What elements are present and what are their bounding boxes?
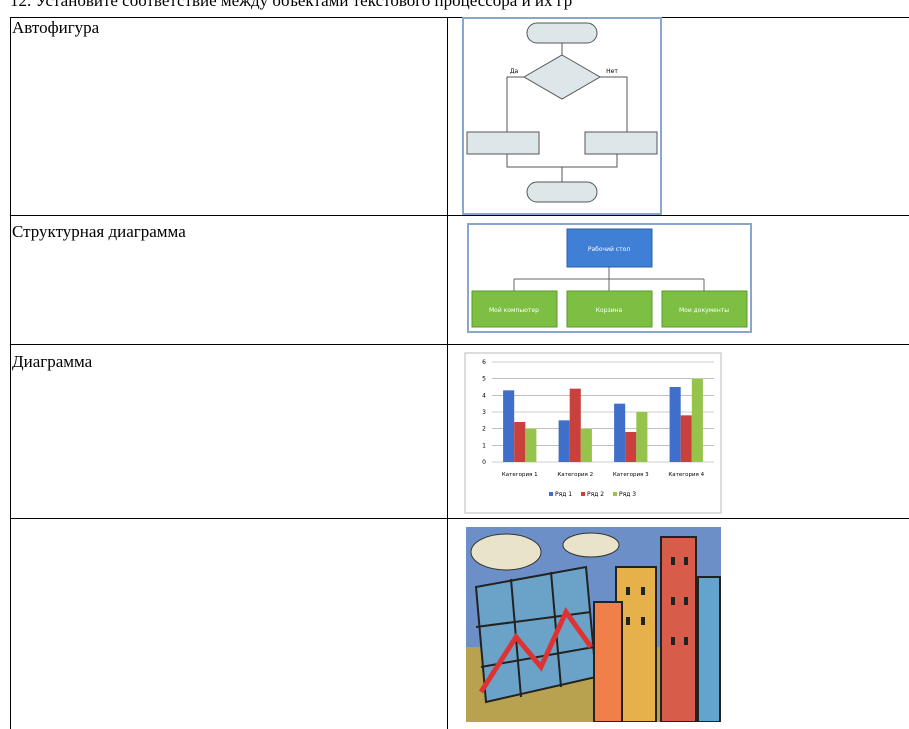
painting (466, 527, 721, 722)
shape (671, 597, 675, 605)
shape (660, 536, 697, 722)
bar (636, 412, 648, 462)
y-tick-label: 6 (482, 359, 486, 366)
y-tick-label: 0 (482, 459, 486, 466)
bar (669, 387, 681, 462)
bar (580, 428, 592, 462)
x-tick-label: Категория 1 (502, 472, 538, 478)
bar (680, 415, 692, 462)
bar (514, 422, 526, 462)
shape (526, 181, 598, 203)
y-tick-label: 1 (482, 442, 486, 449)
row-border (10, 215, 909, 216)
shape (506, 43, 628, 182)
shape (466, 22, 658, 203)
row-border (10, 344, 909, 345)
row-label: Диаграмма (12, 352, 93, 371)
row-border (10, 518, 909, 519)
bar (691, 378, 703, 462)
shape (523, 54, 601, 100)
shape (506, 43, 628, 182)
x-tick-label: Категория 4 (668, 472, 704, 478)
shape (626, 557, 688, 645)
shape (566, 290, 653, 328)
shape (526, 22, 598, 44)
legend-swatch (613, 492, 617, 496)
shape (626, 617, 630, 625)
shape (475, 571, 595, 698)
branch-label: Да (510, 68, 519, 75)
org-node: Корзина (596, 307, 623, 314)
shape (697, 576, 721, 722)
legend-label: Ряд 2 (587, 491, 604, 498)
org-node: Мой компьютер (489, 307, 539, 314)
row-border (10, 17, 909, 18)
legend-swatch (581, 492, 585, 496)
bar (525, 428, 537, 462)
org-node: Мои документы (679, 307, 729, 314)
org-node: Рабочий стол (588, 246, 630, 253)
shape (471, 290, 748, 328)
shape (562, 532, 620, 558)
shape (671, 637, 675, 645)
x-tick-label: Категория 2 (557, 472, 593, 478)
shape (593, 601, 623, 722)
y-tick-label: 2 (482, 426, 486, 433)
shape (466, 131, 540, 155)
shape (626, 587, 630, 595)
bar (625, 432, 637, 462)
shape (684, 597, 688, 605)
legend-swatch (549, 492, 553, 496)
y-tick-label: 3 (482, 409, 486, 416)
bar (503, 390, 515, 462)
shape (478, 607, 594, 694)
bar-chart: 0 1 2 3 4 5 6 Категория 1 Категория 2 Категория 3… (464, 352, 722, 514)
shape (474, 565, 598, 704)
branch-label: Нет (606, 68, 618, 75)
org-chart: Рабочий стол Мой компьютер Корзина Мои д… (467, 223, 752, 333)
bar (569, 388, 581, 462)
shape (641, 617, 645, 625)
y-tick-label: 5 (482, 376, 486, 383)
bar (614, 403, 626, 462)
shape (661, 290, 748, 328)
y-tick-label: 4 (482, 392, 486, 399)
row-label: Структурная диаграмма (12, 222, 186, 241)
legend-label: Ряд 3 (619, 491, 636, 498)
shape (684, 557, 688, 565)
heading: 12. Установите соответствие между объект… (10, 0, 573, 10)
shape (584, 131, 658, 155)
x-tick-label: Категория 3 (613, 472, 649, 478)
row-label: Автофигура (12, 18, 100, 37)
shape (641, 587, 645, 595)
shape (566, 228, 653, 268)
bar (558, 420, 570, 462)
col-border (447, 17, 448, 729)
flowchart: Да Нет (462, 17, 662, 215)
legend-label: Ряд 1 (555, 491, 572, 498)
shape (471, 290, 558, 328)
col-border (10, 17, 11, 729)
shape (684, 637, 688, 645)
shape (671, 557, 675, 565)
shape (470, 533, 542, 571)
shape (513, 267, 705, 291)
